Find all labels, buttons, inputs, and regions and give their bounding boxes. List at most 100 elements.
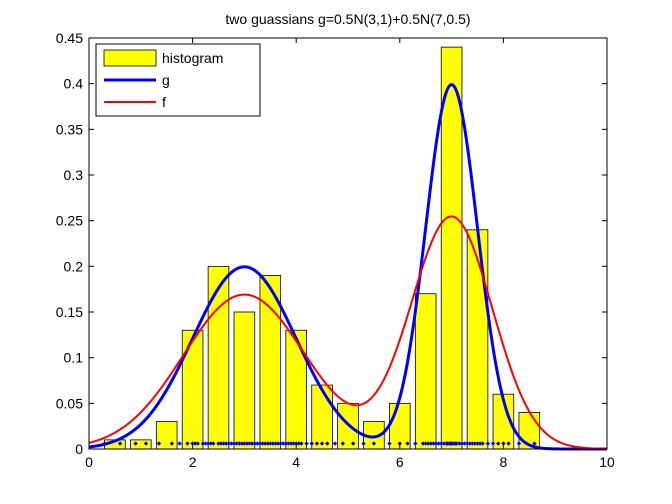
sample-point — [480, 441, 485, 446]
sample-point — [221, 441, 226, 446]
sample-point — [169, 441, 175, 446]
y-axis: 0 0.05 0.1 0.15 0.2 0.25 0.3 0.35 0.4 0.45 — [56, 30, 607, 457]
sample-point — [405, 441, 410, 446]
sample-point — [218, 441, 224, 446]
sample-point — [462, 441, 467, 446]
histogram-bar — [233, 311, 256, 450]
y-tick-label: 0.1 — [64, 350, 84, 366]
legend-swatch-histogram — [103, 49, 157, 67]
sample-point — [288, 441, 294, 446]
sample-point — [177, 441, 182, 446]
sample-point — [291, 441, 296, 446]
axes-box — [88, 37, 608, 450]
sample-point — [314, 441, 320, 446]
sample-point — [439, 441, 444, 446]
sample-point — [477, 441, 483, 446]
sample-point — [200, 441, 206, 446]
sample-point — [237, 441, 242, 446]
sample-point — [304, 441, 309, 446]
y-tick-label: 0.15 — [56, 304, 83, 320]
x-tick-label: 4 — [292, 454, 300, 470]
sample-point — [273, 441, 278, 446]
sample-point — [216, 441, 221, 446]
sample-points — [102, 441, 537, 446]
y-tick-label: 0.45 — [56, 30, 83, 46]
sample-point — [231, 441, 237, 446]
sample-point — [117, 441, 123, 446]
sample-point — [426, 441, 431, 446]
sample-point — [464, 441, 470, 446]
histogram-bar — [181, 329, 204, 450]
sample-point — [195, 441, 200, 446]
sample-point — [387, 441, 392, 446]
legend: histogram gf — [95, 43, 261, 117]
sample-point — [397, 441, 402, 446]
sample-point — [252, 441, 257, 446]
sample-point — [490, 441, 496, 446]
x-tick-label: 2 — [189, 454, 197, 470]
sample-point — [205, 441, 211, 446]
sample-point — [275, 441, 281, 446]
sample-point — [265, 441, 270, 446]
sample-point — [299, 441, 304, 446]
sample-point — [457, 441, 462, 446]
sample-point — [441, 441, 447, 446]
sample-point — [332, 441, 338, 446]
sample-point — [361, 441, 366, 446]
histogram-bar — [130, 439, 152, 450]
sample-point — [244, 441, 250, 446]
sample-point — [281, 441, 286, 446]
sample-point — [229, 441, 234, 446]
y-tick-label: 0.05 — [56, 395, 83, 411]
sample-point — [294, 441, 299, 446]
sample-point — [143, 441, 149, 446]
y-tick-label: 0.3 — [64, 167, 84, 183]
histogram-bar — [311, 384, 333, 450]
sample-point — [226, 441, 232, 446]
sample-point — [433, 441, 439, 446]
sample-point — [340, 441, 346, 446]
sample-point — [325, 441, 330, 446]
sample-point — [211, 441, 216, 446]
sample-point — [506, 441, 511, 446]
x-tick-label: 0 — [85, 454, 93, 470]
sample-point — [350, 441, 356, 446]
x-tick-label: 10 — [599, 454, 615, 470]
sample-point — [224, 441, 229, 446]
histogram-bar — [207, 265, 230, 450]
sample-point — [501, 441, 506, 446]
sample-point — [260, 441, 265, 446]
sample-point — [428, 441, 434, 446]
x-axis: 0 2 4 6 8 10 — [85, 38, 615, 470]
sample-point — [431, 441, 436, 446]
sample-point — [203, 441, 208, 446]
sample-point — [454, 441, 459, 446]
sample-point — [436, 441, 441, 446]
sample-point — [309, 441, 314, 446]
histogram-bar — [466, 229, 489, 450]
sample-point — [371, 441, 377, 446]
x-tick-label: 8 — [500, 454, 508, 470]
sample-point — [190, 441, 195, 446]
sample-point — [208, 441, 213, 446]
sample-point — [475, 441, 480, 446]
sample-point — [516, 441, 522, 446]
sample-point — [242, 441, 247, 446]
sample-point — [485, 441, 491, 446]
sample-point — [247, 441, 252, 446]
sample-point — [255, 441, 260, 446]
y-tick-label: 0.4 — [64, 76, 84, 92]
histogram-bar — [285, 329, 307, 450]
sample-point — [423, 441, 428, 446]
legend-label-g: g — [162, 72, 170, 88]
legend-label-f: f — [162, 94, 166, 110]
sample-point — [420, 441, 426, 446]
chart-title: two guassians g=0.5N(3,1)+0.5N(7,0.5) — [225, 11, 470, 27]
sample-point — [459, 441, 465, 446]
sample-point — [496, 441, 501, 446]
sample-point — [296, 441, 301, 446]
y-tick-label: 0 — [75, 441, 83, 457]
series-line-f — [88, 215, 608, 450]
legend-label-histogram: histogram — [162, 50, 223, 66]
